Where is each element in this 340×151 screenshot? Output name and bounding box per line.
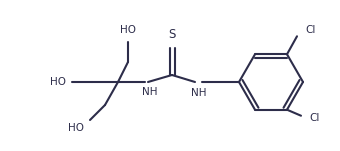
Text: S: S xyxy=(168,29,176,42)
Text: Cl: Cl xyxy=(305,25,316,35)
Text: Cl: Cl xyxy=(309,113,319,123)
Text: HO: HO xyxy=(68,123,84,133)
Text: NH: NH xyxy=(191,88,207,98)
Text: NH: NH xyxy=(142,87,158,97)
Text: HO: HO xyxy=(50,77,66,87)
Text: HO: HO xyxy=(120,25,136,35)
